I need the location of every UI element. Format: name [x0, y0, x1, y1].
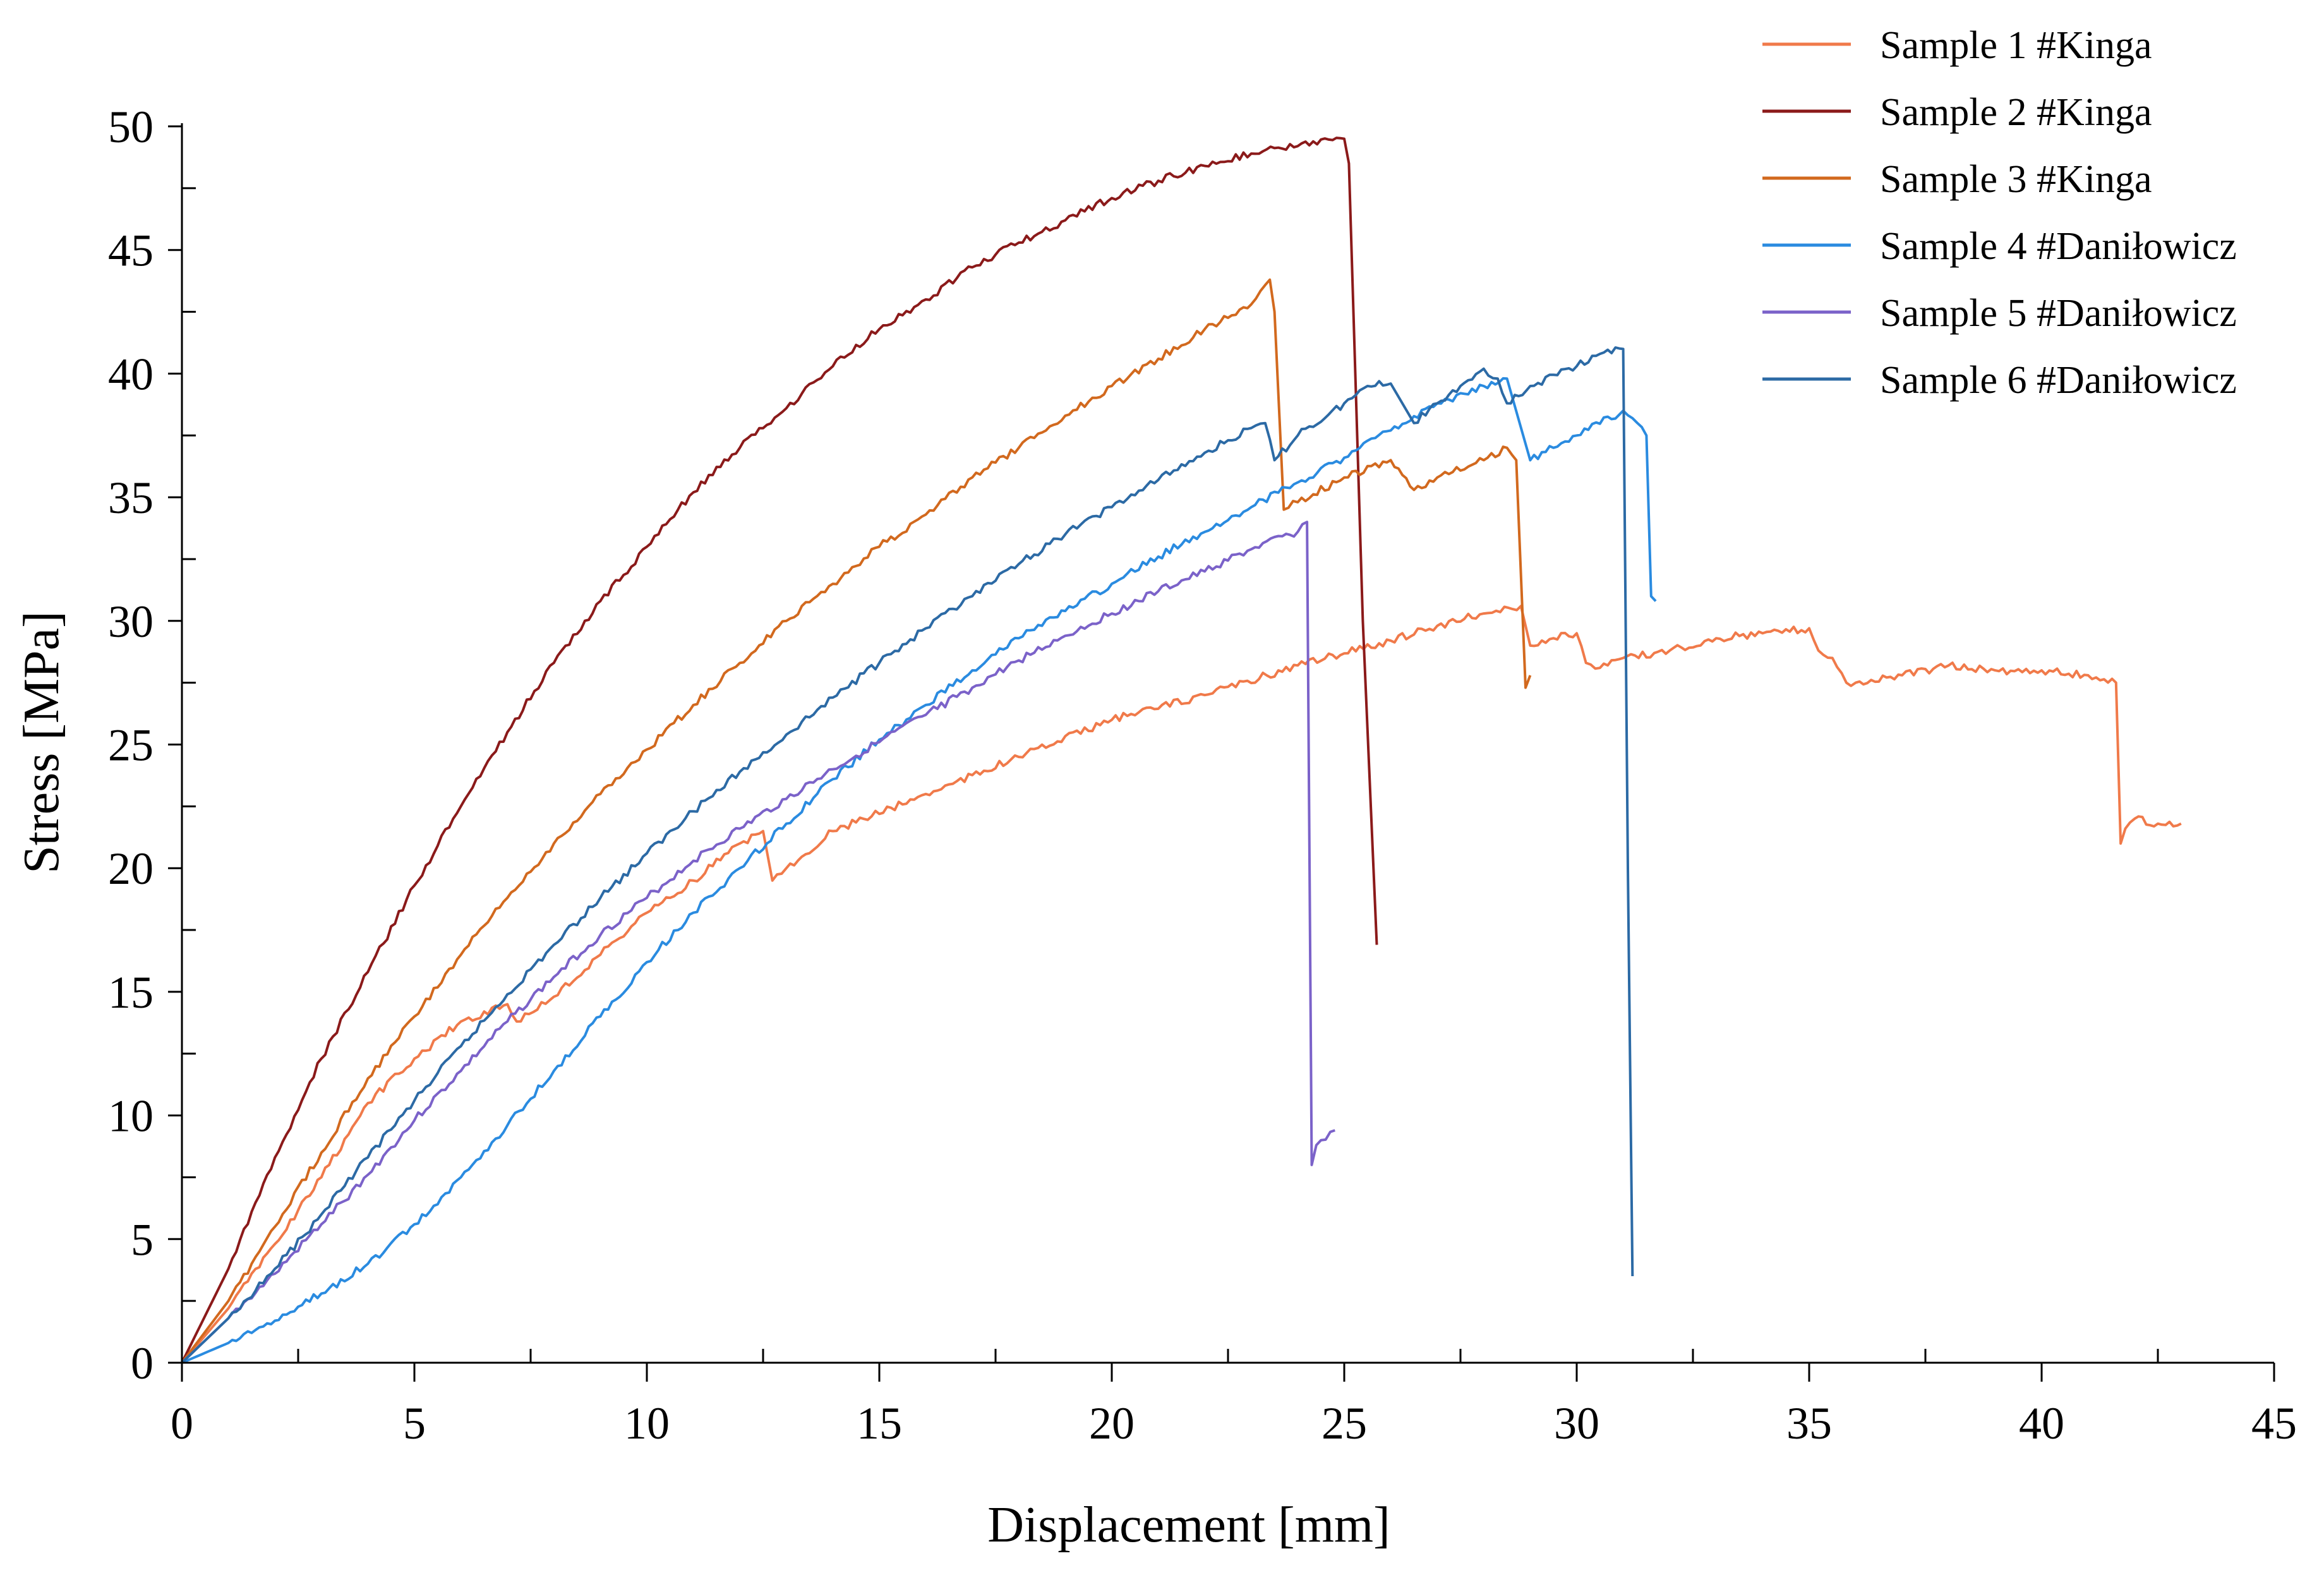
legend-label-6: Sample 6 #Daniłowicz [1880, 359, 2237, 402]
series-line-4 [181, 377, 1657, 1364]
x-tick-label-7: 35 [1786, 1398, 1832, 1449]
x-tick-label-9: 45 [2251, 1398, 2297, 1449]
y-tick-label-0: 0 [131, 1338, 154, 1389]
x-tick-label-2: 10 [624, 1398, 670, 1449]
series-line-6 [181, 346, 1634, 1364]
y-tick-label-8: 40 [108, 349, 154, 399]
series-line-3 [181, 278, 1532, 1364]
legend-label-1: Sample 1 #Kinga [1880, 24, 2152, 67]
series-line-2 [181, 136, 1378, 1363]
y-tick-label-5: 25 [108, 720, 154, 771]
legend-label-2: Sample 2 #Kinga [1880, 91, 2152, 134]
x-axis-title: Displacement [mm] [987, 1497, 1390, 1553]
y-tick-label-3: 15 [108, 967, 154, 1018]
y-tick-label-10: 50 [108, 102, 154, 152]
legend-label-5: Sample 5 #Daniłowicz [1880, 292, 2237, 335]
series-line-5 [181, 521, 1335, 1364]
x-tick-label-1: 5 [403, 1398, 426, 1449]
legend-label-4: Sample 4 #Daniłowicz [1880, 225, 2237, 268]
y-tick-label-2: 10 [108, 1091, 154, 1142]
y-tick-label-4: 20 [108, 843, 154, 894]
series-line-1 [181, 605, 2182, 1364]
y-tick-label-6: 30 [108, 596, 154, 647]
y-tick-label-1: 5 [131, 1214, 154, 1265]
legend-label-3: Sample 3 #Kinga [1880, 158, 2152, 201]
x-tick-label-8: 40 [2019, 1398, 2064, 1449]
x-tick-label-0: 0 [171, 1398, 193, 1449]
x-tick-label-6: 30 [1554, 1398, 1599, 1449]
y-tick-label-7: 35 [108, 473, 154, 523]
x-tick-label-5: 25 [1322, 1398, 1367, 1449]
y-axis-title: Stress [MPa] [14, 611, 69, 874]
series-layer [181, 136, 2182, 1364]
axes-layer: 0 5 10 15 20 25 30 35 40 45 0 5 10 15 20 25 30 35 40 45 50 [108, 102, 2297, 1449]
legend: Sample 1 #Kinga Sample 2 #Kinga Sample 3 #… [1762, 24, 2237, 402]
y-tick-label-9: 45 [108, 226, 154, 276]
x-tick-label-4: 20 [1089, 1398, 1135, 1449]
x-tick-label-3: 15 [857, 1398, 902, 1449]
